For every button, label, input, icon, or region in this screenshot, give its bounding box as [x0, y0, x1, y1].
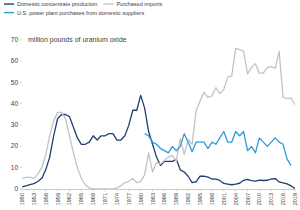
x-tick	[140, 189, 141, 192]
x-axis	[22, 189, 295, 190]
x-tick-label: 1995	[197, 193, 203, 205]
y-tick	[20, 167, 22, 168]
y-tick-label: 70	[11, 36, 19, 43]
x-tick	[200, 189, 201, 192]
x-tick	[128, 189, 129, 192]
legend-label: Purchased imports	[116, 1, 162, 7]
x-tick-label: 2013	[268, 193, 274, 205]
x-tick-label: 2019	[292, 193, 298, 205]
y-tick-label: 60	[11, 57, 19, 64]
x-tick	[22, 189, 23, 192]
x-tick-label: 1965	[78, 193, 84, 205]
x-tick-label: 1980	[138, 193, 144, 205]
x-tick-label: 2016	[280, 193, 286, 205]
x-tick	[57, 189, 58, 192]
x-tick	[152, 189, 153, 192]
series-line	[22, 95, 295, 188]
x-tick-label: 2004	[233, 193, 239, 205]
y-tick	[20, 103, 22, 104]
x-tick	[116, 189, 117, 192]
legend-swatch	[4, 3, 14, 4]
x-tick	[69, 189, 70, 192]
x-tick	[176, 189, 177, 192]
x-tick	[271, 189, 272, 192]
series-line	[145, 132, 291, 166]
x-tick-label: 1998	[209, 193, 215, 205]
chart: 0 10 20 30 40 50 60 70 1950 1953 1956 1959 1962 1965 1…	[0, 0, 300, 210]
x-tick	[223, 189, 224, 192]
y-tick	[20, 82, 22, 83]
x-tick-label: 1962	[66, 193, 72, 205]
x-tick	[259, 189, 260, 192]
x-tick	[211, 189, 212, 192]
x-tick-label: 2007	[245, 193, 251, 205]
x-tick	[81, 189, 82, 192]
y-tick	[20, 146, 22, 147]
y-tick	[20, 61, 22, 62]
x-tick	[247, 189, 248, 192]
x-tick-label: 1971	[102, 193, 108, 205]
x-tick	[283, 189, 284, 192]
x-tick-label: 2001	[221, 193, 227, 205]
x-tick-label: 1956	[43, 193, 49, 205]
x-tick	[45, 189, 46, 192]
plot-area	[22, 48, 295, 189]
series-line	[22, 48, 295, 189]
y-tick	[20, 40, 22, 41]
x-tick-label: 1992	[185, 193, 191, 205]
x-tick-label: 1986	[161, 193, 167, 205]
y-tick-label: 10	[11, 164, 19, 171]
x-tick	[295, 189, 296, 192]
x-tick-label: 1968	[90, 193, 96, 205]
legend-label: Domestic concentrate production	[17, 1, 97, 7]
x-tick-label: 1977	[126, 193, 132, 205]
x-tick-label: 1974	[114, 193, 120, 205]
x-tick-label: 1950	[19, 193, 25, 205]
x-tick-label: 1989	[173, 193, 179, 205]
y-tick-label: 20	[11, 142, 19, 149]
x-tick	[188, 189, 189, 192]
x-tick	[105, 189, 106, 192]
legend-label: U.S. power plant purchases from domestic…	[17, 10, 144, 16]
y-tick-label: 50	[11, 79, 19, 86]
y-tick-label: 30	[11, 121, 19, 128]
legend-swatch	[4, 12, 14, 13]
x-tick-label: 1959	[55, 193, 61, 205]
x-tick-label: 1953	[31, 193, 37, 205]
y-tick	[20, 125, 22, 126]
x-tick	[93, 189, 94, 192]
x-tick-label: 1983	[150, 193, 156, 205]
legend-swatch	[103, 3, 113, 4]
x-tick-label: 2010	[256, 193, 262, 205]
x-tick	[33, 189, 34, 192]
y-tick-label: 40	[11, 100, 19, 107]
y-tick-label: 0	[14, 185, 18, 192]
x-tick	[164, 189, 165, 192]
title: million pounds of uranium oxide	[28, 36, 127, 44]
x-tick	[235, 189, 236, 192]
